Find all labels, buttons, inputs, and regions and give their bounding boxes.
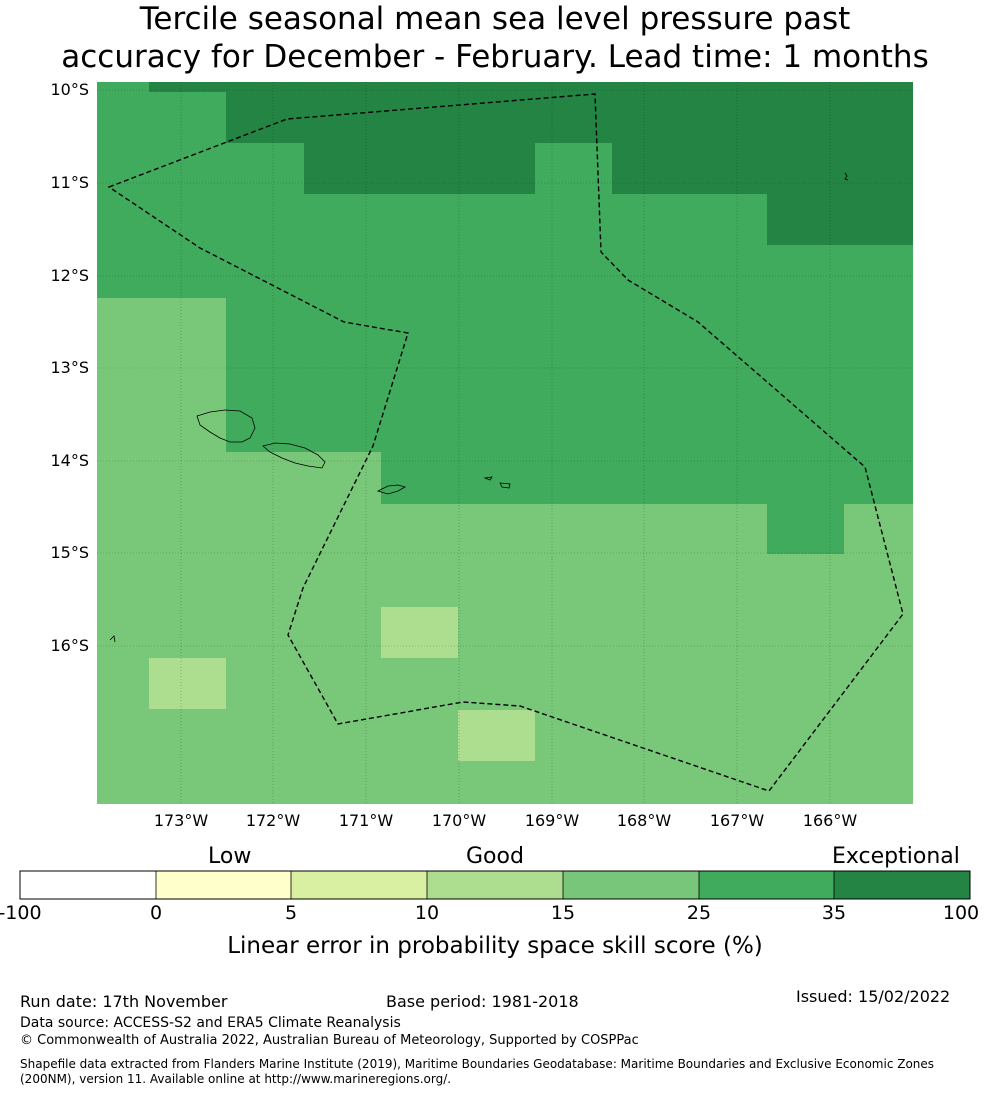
colorbar-tick: 15 <box>550 902 576 924</box>
skill-cell <box>458 710 535 761</box>
colorbar-tick: 35 <box>821 902 847 924</box>
colorbar-tick: 10 <box>414 902 440 924</box>
grid-lines <box>97 82 913 804</box>
skill-cell <box>226 298 913 452</box>
colorbar-segment <box>563 871 699 899</box>
island-manua <box>499 482 511 489</box>
colorbar-segment <box>427 871 563 899</box>
island-tutuila <box>376 484 407 495</box>
run-date: Run date: 17th November <box>20 992 228 1011</box>
colorbar-tick: 100 <box>942 902 980 924</box>
lat-label: 11°S <box>50 173 89 192</box>
skill-cell <box>149 658 226 709</box>
skill-cell <box>381 452 913 504</box>
lon-label: 169°W <box>524 811 580 830</box>
lon-label: 166°W <box>802 811 858 830</box>
island-small-a <box>483 476 493 481</box>
title-line-1: Tercile seasonal mean sea level pressure… <box>139 1 851 37</box>
lat-label: 13°S <box>50 358 89 377</box>
lat-label: 14°S <box>50 451 89 470</box>
lat-label: 16°S <box>50 636 89 655</box>
eez-boundary <box>107 93 904 792</box>
chart-title: Tercile seasonal mean sea level pressure… <box>0 0 990 76</box>
shapefile-credit: Shapefile data extracted from Flanders M… <box>20 1057 970 1087</box>
island-small-b <box>109 635 116 643</box>
colorbar-category-exceptional: Exceptional <box>832 844 960 869</box>
shapefile-credit-line-2: (200NM), version 11. Available online at… <box>20 1072 452 1086</box>
colorbar-segment <box>20 871 156 899</box>
colorbar-tick: 0 <box>149 902 163 924</box>
shapefile-credit-line-1: Shapefile data extracted from Flanders M… <box>20 1057 935 1071</box>
colorbar-segment <box>699 871 834 899</box>
colorbar-category-low: Low <box>208 844 252 869</box>
title-line-2: accuracy for December - February. Lead t… <box>61 39 929 75</box>
island-savaii <box>196 409 256 443</box>
skill-cell <box>767 194 913 245</box>
lat-label: 12°S <box>50 266 89 285</box>
colorbar-segment <box>291 871 427 899</box>
lon-label: 171°W <box>338 811 394 830</box>
copyright: © Commonwealth of Australia 2022, Austra… <box>20 1033 639 1048</box>
lon-label: 167°W <box>709 811 765 830</box>
skill-cell <box>304 143 535 194</box>
skill-cell <box>226 92 913 143</box>
colorbar-segment <box>156 871 291 899</box>
skill-cell <box>149 82 913 92</box>
colorbar-tick: -100 <box>0 902 42 924</box>
lat-label: 10°S <box>50 80 89 99</box>
data-source: Data source: ACCESS-S2 and ERA5 Climate … <box>20 1015 401 1031</box>
island-swains <box>844 172 849 181</box>
colorbar-label: Linear error in probability space skill … <box>227 933 763 959</box>
skill-cell <box>381 607 458 658</box>
issued-date: Issued: 15/02/2022 <box>796 987 951 1006</box>
skill-cell <box>767 504 844 554</box>
colorbar-frame <box>19 870 971 900</box>
lon-label: 172°W <box>245 811 301 830</box>
lon-label: 170°W <box>431 811 487 830</box>
skill-cell <box>612 143 913 194</box>
lon-label: 168°W <box>616 811 672 830</box>
lon-label: 173°W <box>153 811 209 830</box>
island-upolu <box>262 442 326 469</box>
colorbar-category-good: Good <box>466 844 524 869</box>
colorbar <box>19 870 971 900</box>
skill-cells <box>97 82 913 804</box>
islands <box>109 172 849 643</box>
colorbar-tick: 5 <box>284 902 298 924</box>
colorbar-tick: 25 <box>686 902 712 924</box>
base-period: Base period: 1981-2018 <box>386 992 579 1011</box>
colorbar-segment <box>834 871 970 899</box>
lat-label: 15°S <box>50 543 89 562</box>
